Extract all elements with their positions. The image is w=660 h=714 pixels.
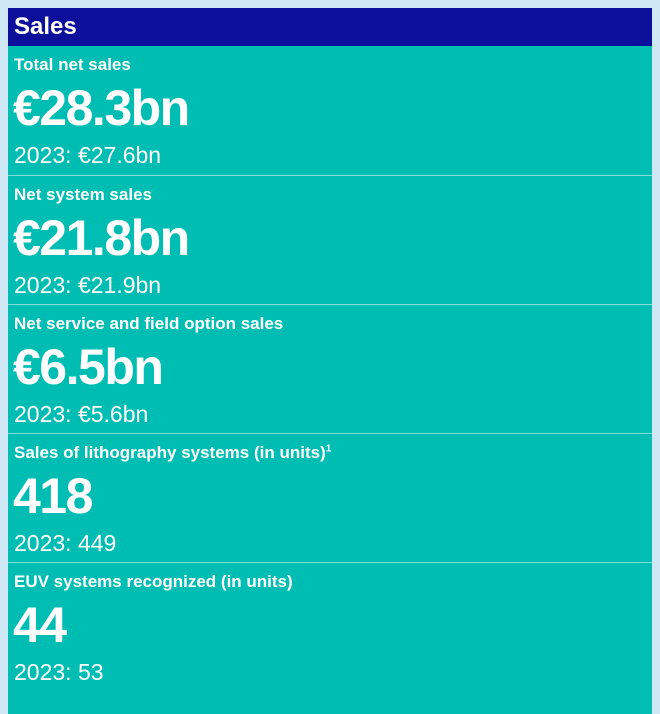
metric-value: 44 [13, 597, 67, 653]
sales-panel: Sales Total net sales €28.3bn 2023: €27.… [8, 8, 652, 714]
metric-prior-year: 2023: €27.6bn [14, 142, 162, 168]
metric-label: Net system sales [14, 185, 152, 205]
metric-label: Net service and field option sales [14, 314, 283, 334]
metric-prior-year: 2023: €5.6bn [14, 401, 149, 427]
panel-title: Sales [8, 8, 652, 46]
metric-euv-units: EUV systems recognized (in units) 44 202… [8, 562, 652, 691]
metric-label: EUV systems recognized (in units) [14, 572, 293, 592]
metric-total-net-sales: Total net sales €28.3bn 2023: €27.6bn [8, 46, 652, 175]
metric-label-text: Net system sales [14, 185, 152, 204]
metric-label-text: Total net sales [14, 55, 131, 74]
metric-label: Total net sales [14, 55, 131, 75]
metric-prior-year: 2023: 449 [14, 530, 117, 556]
metric-label: Sales of lithography systems (in units)1 [14, 443, 331, 463]
metric-value: 418 [13, 468, 93, 524]
footnote-marker: 1 [325, 443, 332, 455]
metric-prior-year: 2023: 53 [14, 659, 104, 685]
metric-value: €21.8bn [13, 210, 190, 266]
metric-value: €6.5bn [13, 339, 164, 395]
metric-net-service-sales: Net service and field option sales €6.5b… [8, 304, 652, 433]
metric-prior-year: 2023: €21.9bn [14, 272, 162, 298]
metric-label-text: Sales of lithography systems (in units) [14, 443, 326, 462]
metric-net-system-sales: Net system sales €21.8bn 2023: €21.9bn [8, 175, 652, 304]
metric-label-text: Net service and field option sales [14, 314, 284, 333]
metric-lithography-units: Sales of lithography systems (in units)1… [8, 433, 652, 562]
metric-value: €28.3bn [13, 80, 190, 136]
metric-label-text: EUV systems recognized (in units) [14, 572, 293, 591]
